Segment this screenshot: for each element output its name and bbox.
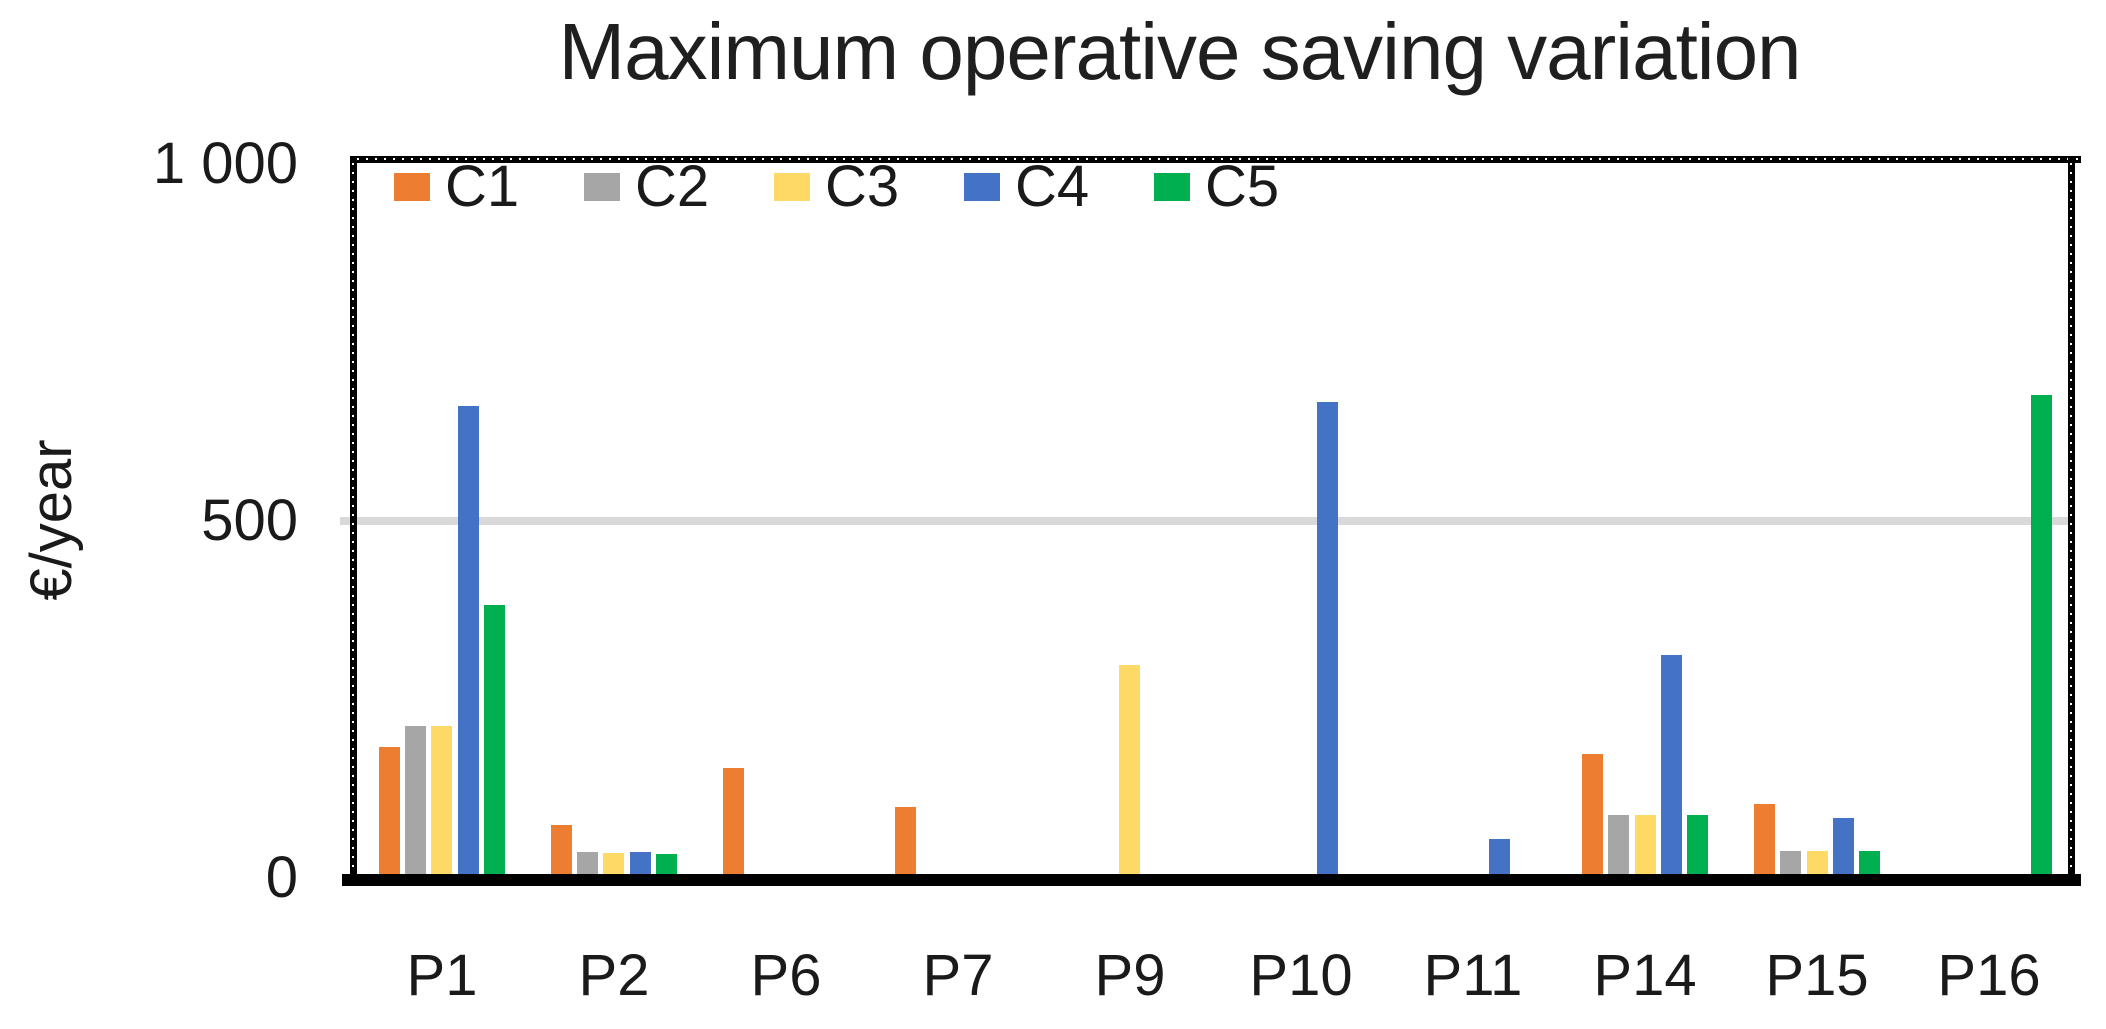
legend-label-C3: C3 [825,154,900,219]
bar-P1-C2 [405,726,426,875]
x-label-P9: P9 [1094,943,1166,1008]
x-label-P10: P10 [1249,943,1353,1008]
bar-P14-C1 [1582,754,1603,875]
bar-P1-C1 [379,747,400,875]
legend-label-C4: C4 [1015,154,1090,219]
legend-item-C3: C3 [774,158,899,216]
legend-swatch-C1 [394,173,430,201]
y-tick-0: 0 [265,845,298,910]
x-label-P14: P14 [1593,943,1697,1008]
x-label-P1: P1 [406,943,478,1008]
bar-P2-C2 [577,852,598,875]
gridline-500 [340,517,2075,525]
x-label-P7: P7 [922,943,994,1008]
x-label-P16: P16 [1937,943,2041,1008]
legend-item-C2: C2 [584,158,709,216]
legend-swatch-C4 [964,173,1000,201]
bar-P10-C4 [1317,402,1338,875]
plot-border-top [350,156,2081,163]
plot-border-left [350,156,357,880]
legend-label-C5: C5 [1205,154,1280,219]
bar-P2-C4 [630,852,651,875]
bar-P16-C5 [2031,395,2052,875]
bar-P6-C1 [723,768,744,875]
bar-P14-C5 [1687,815,1708,875]
bar-P15-C2 [1780,851,1801,875]
bar-P14-C3 [1635,815,1656,875]
x-label-P15: P15 [1765,943,1869,1008]
bar-P1-C5 [484,605,505,875]
legend-label-C2: C2 [635,154,710,219]
bar-P11-C4 [1489,839,1510,875]
bar-P14-C2 [1608,815,1629,875]
legend-label-C1: C1 [445,154,520,219]
bar-P2-C3 [603,853,624,875]
bar-P2-C1 [551,825,572,875]
x-label-P11: P11 [1423,943,1523,1008]
x-axis-line [342,874,2081,886]
bar-P7-C1 [895,807,916,875]
bar-P14-C4 [1661,655,1682,875]
bar-P9-C3 [1119,665,1140,875]
x-label-P2: P2 [578,943,650,1008]
legend-item-C4: C4 [964,158,1089,216]
legend-swatch-C5 [1154,173,1190,201]
legend-swatch-C2 [584,173,620,201]
chart-title: Maximum operative saving variation [558,7,1801,96]
bar-P15-C5 [1859,851,1880,875]
legend-item-C5: C5 [1154,158,1279,216]
bar-P15-C1 [1754,804,1775,875]
legend-item-C1: C1 [394,158,519,216]
bar-P15-C4 [1833,818,1854,875]
plot-border-right [2068,156,2075,880]
x-label-P6: P6 [750,943,822,1008]
bar-P1-C4 [458,406,479,875]
y-tick-1000: 1 000 [152,131,298,196]
bar-P15-C3 [1807,851,1828,875]
bar-P2-C5 [656,854,677,875]
y-tick-500: 500 [201,488,298,553]
bar-P1-C3 [431,726,452,875]
legend-swatch-C3 [774,173,810,201]
